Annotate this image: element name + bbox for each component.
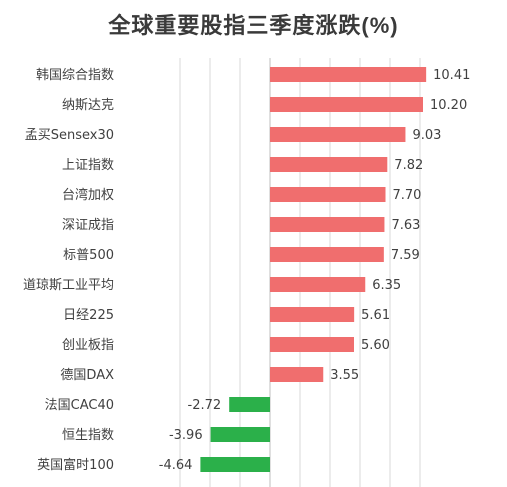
data-label: 9.03 xyxy=(412,128,441,143)
bar xyxy=(270,187,386,202)
category-label: 恒生指数 xyxy=(62,428,114,443)
category-label: 英国富时100 xyxy=(37,457,114,473)
data-label: 3.55 xyxy=(330,368,359,383)
data-label: 7.59 xyxy=(391,248,420,263)
category-label: 创业板指 xyxy=(62,338,114,353)
bar xyxy=(270,217,385,232)
bar xyxy=(270,67,427,82)
bar xyxy=(270,247,384,262)
data-label: 6.35 xyxy=(372,278,401,293)
bar xyxy=(270,367,324,382)
bar xyxy=(270,157,388,172)
bar xyxy=(210,427,270,442)
bar xyxy=(270,307,355,322)
category-label: 台湾加权 xyxy=(62,187,114,203)
data-label: 7.82 xyxy=(394,158,423,173)
category-label: 德国DAX xyxy=(60,368,114,383)
bar xyxy=(200,457,270,472)
data-label: 10.41 xyxy=(433,68,470,83)
category-label: 道琼斯工业平均 xyxy=(23,278,114,293)
bar xyxy=(270,97,423,112)
category-label: 韩国综合指数 xyxy=(36,68,114,83)
data-label: -4.64 xyxy=(159,458,193,473)
data-label: -3.96 xyxy=(169,428,203,443)
category-label: 孟买Sensex30 xyxy=(25,128,114,143)
bar xyxy=(270,337,354,352)
bar xyxy=(270,277,366,292)
data-label: 7.70 xyxy=(393,188,422,203)
data-label: 10.20 xyxy=(430,98,467,113)
category-label: 深证成指 xyxy=(62,218,114,233)
data-label: 7.63 xyxy=(391,218,420,233)
category-label: 法国CAC40 xyxy=(45,398,114,413)
data-label: 5.60 xyxy=(361,338,390,353)
data-label: -2.72 xyxy=(188,398,222,413)
chart-title: 全球重要股指三季度涨跌(%) xyxy=(108,13,399,38)
category-label: 日经225 xyxy=(63,308,114,323)
bar xyxy=(229,397,270,412)
data-label: 5.61 xyxy=(361,308,390,323)
category-label: 上证指数 xyxy=(62,158,114,173)
category-label: 标普500 xyxy=(63,248,114,263)
bar xyxy=(270,127,406,142)
category-label: 纳斯达克 xyxy=(62,98,114,113)
